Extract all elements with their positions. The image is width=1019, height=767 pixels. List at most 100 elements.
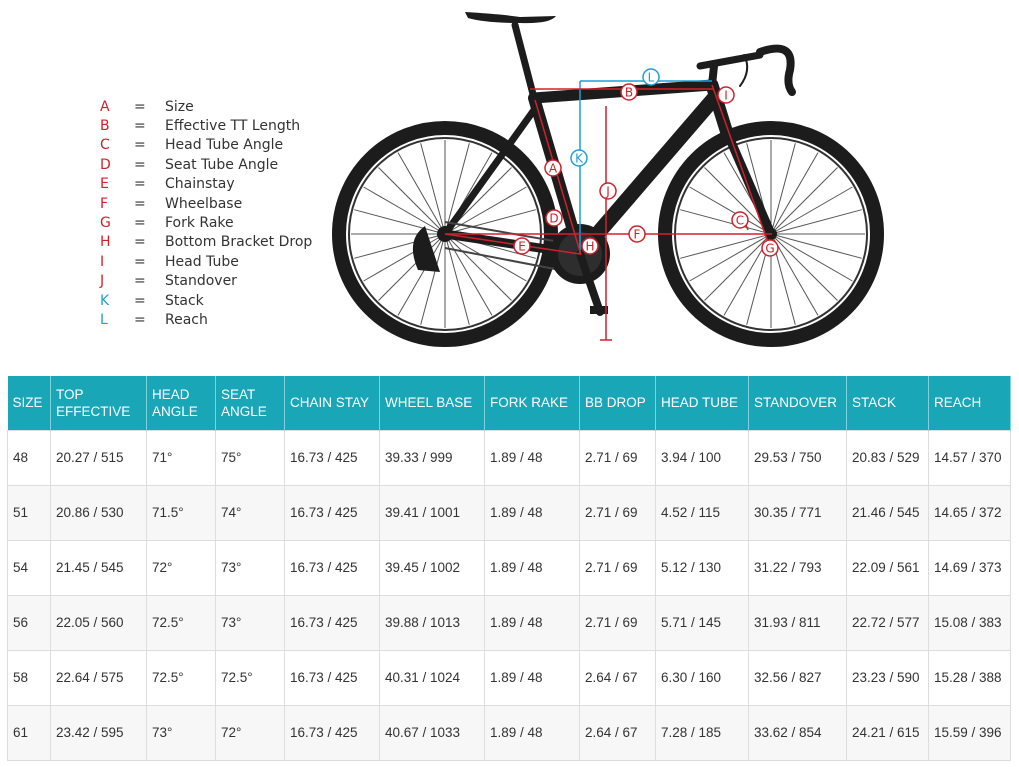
table-cell: 1.89 / 48: [484, 429, 580, 486]
diagram-label-e: E: [513, 237, 531, 255]
diagram-label-h: H: [581, 237, 599, 255]
table-cell: 4.52 / 115: [655, 484, 749, 541]
measurement-labels: A B C D E F G H I J K L: [513, 68, 779, 257]
svg-text:F: F: [634, 228, 641, 242]
svg-text:E: E: [518, 240, 526, 254]
legend-key: B: [100, 118, 110, 135]
legend-label: Stack: [165, 292, 204, 309]
legend-label: Standover: [165, 273, 237, 290]
svg-text:C: C: [736, 214, 744, 228]
table-cell: 16.73 / 425: [284, 594, 380, 651]
legend-equals: =: [134, 253, 146, 270]
table-cell: 72°: [215, 704, 285, 761]
diagram-label-f: F: [628, 225, 646, 243]
measurement-legend: A = Size B = Effective TT Length C = Head Tube A…: [100, 97, 340, 330]
legend-equals: =: [134, 292, 146, 309]
column-header: HEAD ANGLE: [146, 376, 216, 430]
table-header-row: SIZE TOP EFFECTIVE HEAD ANGLE SEAT ANGLE CHA…: [7, 376, 1011, 430]
table-cell: 1.89 / 48: [484, 539, 580, 596]
table-cell: 29.53 / 750: [748, 429, 847, 486]
legend-equals: =: [134, 118, 146, 135]
legend-key: C: [100, 137, 110, 154]
table-cell: 61: [7, 704, 51, 761]
legend-key: I: [100, 253, 105, 270]
table-cell: 2.64 / 67: [579, 704, 656, 761]
diagram-label-b: B: [620, 83, 638, 101]
svg-text:I: I: [724, 89, 728, 103]
table-cell: 16.73 / 425: [284, 704, 380, 761]
table-cell: 16.73 / 425: [284, 484, 380, 541]
table-cell: 23.23 / 590: [846, 649, 929, 706]
legend-item-e: E = Chainstay: [100, 175, 340, 194]
table-cell: 39.45 / 1002: [379, 539, 485, 596]
legend-label: Effective TT Length: [165, 118, 301, 135]
legend-equals: =: [134, 234, 146, 251]
table-row: 48 20.27 / 515 71° 75° 16.73 / 425 39.33 / 99…: [7, 429, 1011, 486]
table-cell: 32.56 / 827: [748, 649, 847, 706]
table-cell: 20.27 / 515: [50, 429, 147, 486]
bike-geometry-diagram: A B C D E F G H I J K L: [332, 12, 884, 347]
legend-label: Size: [165, 98, 194, 115]
legend-key: E: [100, 176, 109, 193]
legend-label: Head Tube: [165, 253, 239, 270]
table-cell: 14.69 / 373: [928, 539, 1011, 596]
table-cell: 74°: [215, 484, 285, 541]
legend-label: Head Tube Angle: [165, 137, 284, 154]
legend-key: G: [100, 215, 111, 232]
table-cell: 73°: [215, 594, 285, 651]
table-cell: 7.28 / 185: [655, 704, 749, 761]
legend-key: D: [100, 156, 111, 173]
table-cell: 72.5°: [146, 649, 216, 706]
column-header: REACH: [928, 376, 1011, 430]
table-cell: 30.35 / 771: [748, 484, 847, 541]
legend-key: A: [100, 98, 110, 115]
legend-label: Seat Tube Angle: [165, 156, 279, 173]
table-cell: 31.93 / 811: [748, 594, 847, 651]
svg-text:B: B: [625, 86, 633, 100]
table-cell: 39.88 / 1013: [379, 594, 485, 651]
table-cell: 1.89 / 48: [484, 649, 580, 706]
legend-label: Reach: [165, 311, 208, 328]
column-header: TOP EFFECTIVE: [50, 376, 147, 430]
table-cell: 71.5°: [146, 484, 216, 541]
table-row: 51 20.86 / 530 71.5° 74° 16.73 / 425 39.41 / …: [7, 484, 1011, 541]
table-cell: 14.57 / 370: [928, 429, 1011, 486]
legend-item-d: D = Seat Tube Angle: [100, 155, 340, 174]
legend-equals: =: [134, 215, 146, 232]
table-cell: 1.89 / 48: [484, 594, 580, 651]
table-cell: 2.71 / 69: [579, 594, 656, 651]
table-cell: 40.31 / 1024: [379, 649, 485, 706]
table-cell: 2.64 / 67: [579, 649, 656, 706]
table-cell: 31.22 / 793: [748, 539, 847, 596]
table-cell: 72°: [146, 539, 216, 596]
table-cell: 15.59 / 396: [928, 704, 1011, 761]
svg-text:K: K: [575, 152, 584, 166]
table-cell: 22.72 / 577: [846, 594, 929, 651]
legend-label: Bottom Bracket Drop: [165, 234, 313, 251]
diagram-label-j: J: [599, 182, 617, 200]
table-cell: 22.64 / 575: [50, 649, 147, 706]
diagram-label-c: C: [731, 211, 749, 229]
table-cell: 71°: [146, 429, 216, 486]
diagram-label-a: A: [544, 159, 562, 177]
legend-equals: =: [134, 273, 146, 290]
table-cell: 73°: [146, 704, 216, 761]
table-cell: 20.83 / 529: [846, 429, 929, 486]
legend-equals: =: [134, 176, 146, 193]
table-cell: 6.30 / 160: [655, 649, 749, 706]
table-cell: 39.41 / 1001: [379, 484, 485, 541]
legend-label: Chainstay: [165, 176, 235, 193]
column-header: WHEEL BASE: [379, 376, 485, 430]
table-cell: 2.71 / 69: [579, 429, 656, 486]
table-cell: 39.33 / 999: [379, 429, 485, 486]
table-cell: 24.21 / 615: [846, 704, 929, 761]
saddle: [465, 12, 556, 24]
legend-key: K: [100, 292, 110, 309]
legend-item-f: F = Wheelbase: [100, 194, 340, 213]
table-cell: 73°: [215, 539, 285, 596]
column-header: FORK RAKE: [484, 376, 580, 430]
legend-equals: =: [134, 156, 146, 173]
legend-item-j: J = Standover: [100, 272, 340, 291]
legend-item-a: A = Size: [100, 97, 340, 116]
table-cell: 23.42 / 595: [50, 704, 147, 761]
